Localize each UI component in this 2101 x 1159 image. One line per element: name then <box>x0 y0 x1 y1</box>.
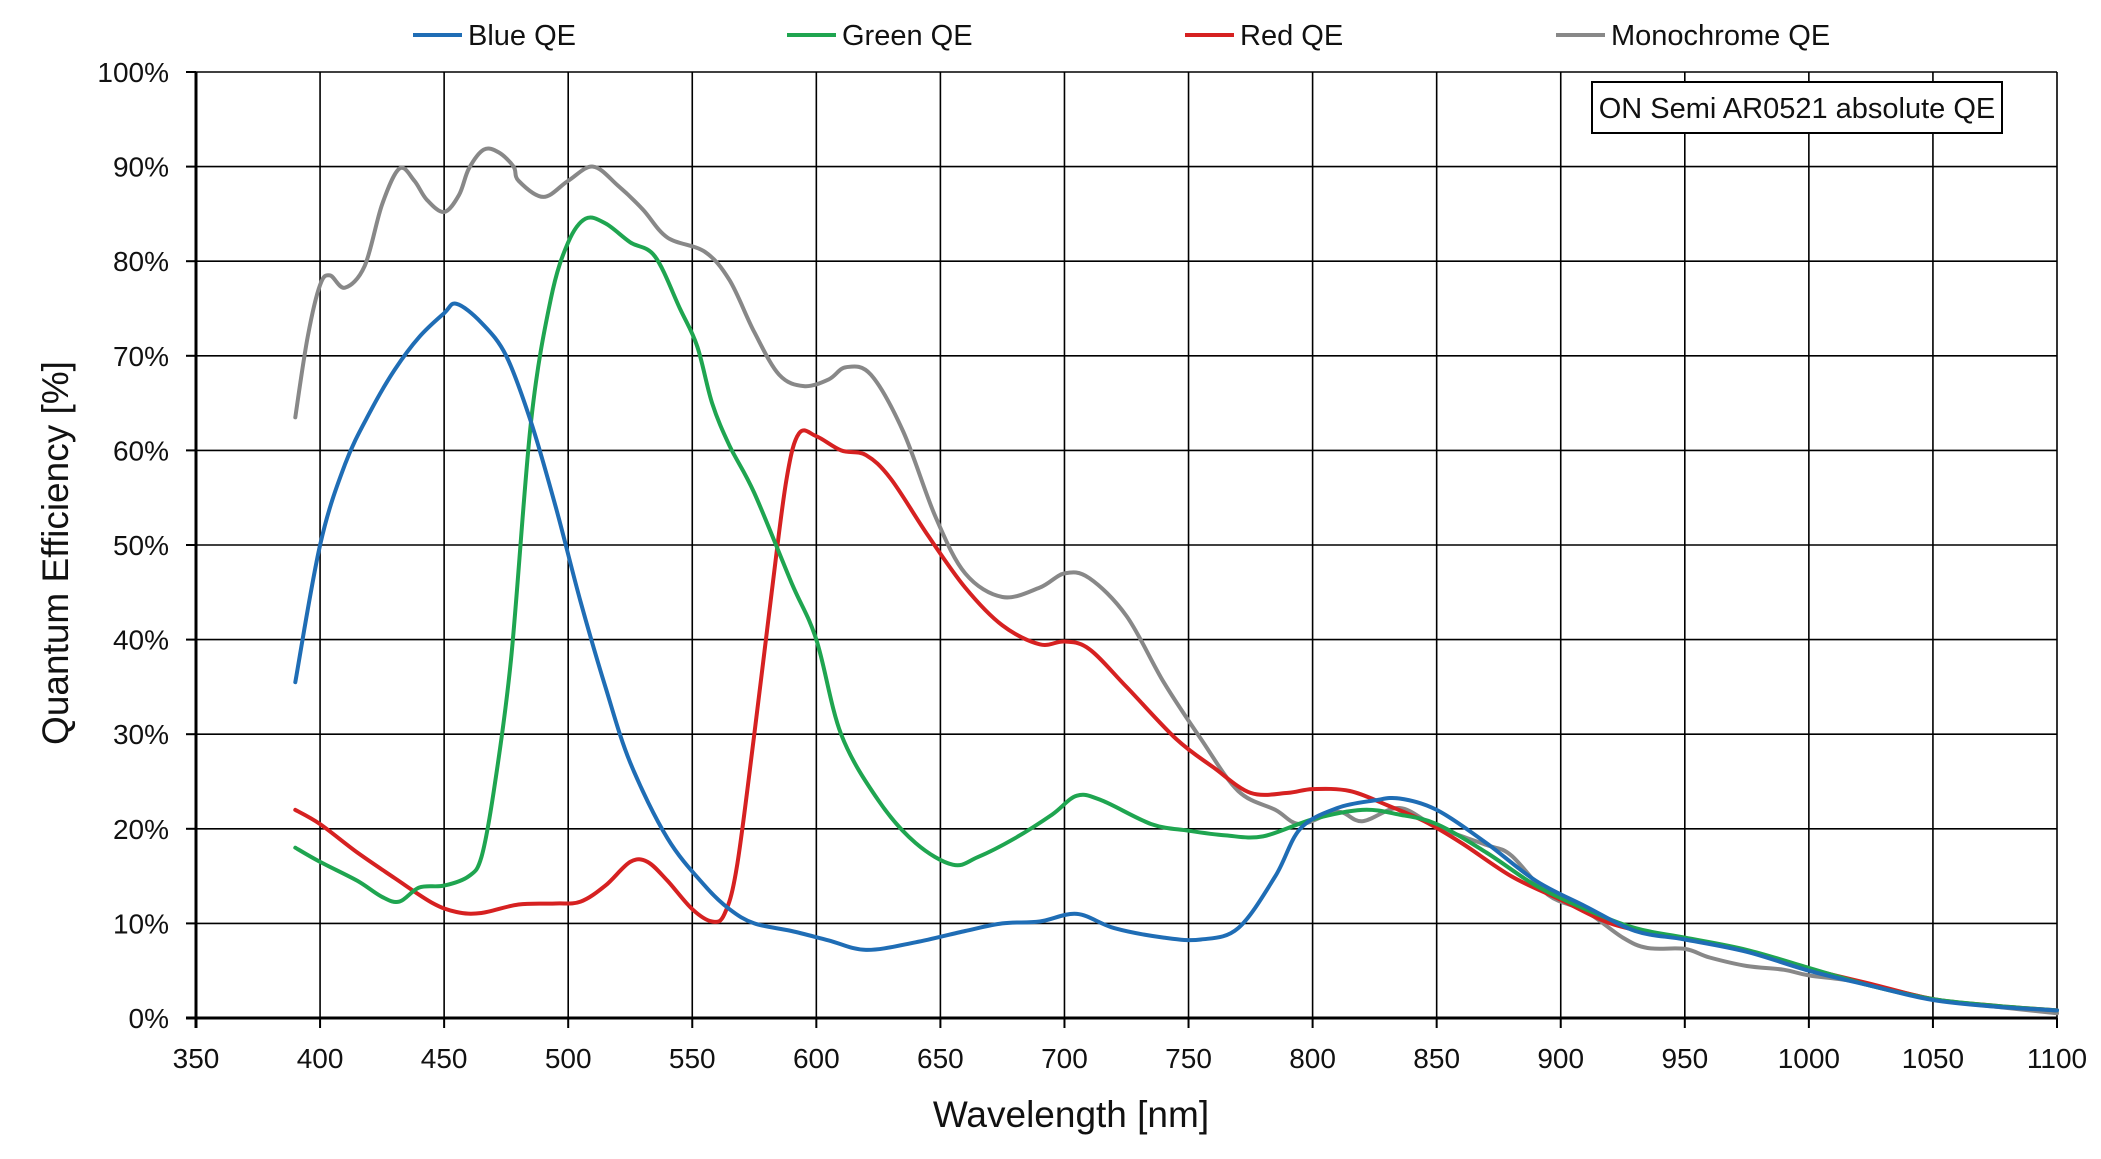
x-tick-label: 400 <box>297 1043 344 1074</box>
x-tick-label: 500 <box>545 1043 592 1074</box>
legend-label-red-qe: Red QE <box>1240 20 1343 52</box>
legend: Blue QE Green QE Red QE Monochrome QE <box>413 20 1830 52</box>
annotation-frame <box>1591 81 2003 134</box>
y-tick-label: 60% <box>113 435 169 466</box>
x-tick-label: 750 <box>1165 1043 1212 1074</box>
y-tick-label: 70% <box>113 341 169 372</box>
y-tick-label: 10% <box>113 908 169 939</box>
grid <box>195 71 2058 1019</box>
legend-label-blue-qe: Blue QE <box>468 20 576 52</box>
x-tick-label: 450 <box>421 1043 468 1074</box>
y-tick-label: 20% <box>113 814 169 845</box>
x-tick-label: 850 <box>1413 1043 1460 1074</box>
legend-label-green-qe: Green QE <box>842 20 973 52</box>
x-tick-label: 1050 <box>1902 1043 1964 1074</box>
x-tick-label: 650 <box>917 1043 964 1074</box>
x-tick-label: 350 <box>173 1043 220 1074</box>
annotation-label: ON Semi AR0521 absolute QE <box>1599 93 1996 125</box>
x-tick-label: 900 <box>1537 1043 1584 1074</box>
y-axis-title: Quantum Efficiency [%] <box>35 361 76 745</box>
series-line-monochrome-qe <box>293 146 2059 1016</box>
axes: 350 400 450 500 550 600 650 700 750 800 850 900 950 1… <box>97 57 2087 1074</box>
legend-label-monochrome-qe: Monochrome QE <box>1611 20 1830 52</box>
x-tick-label: 1100 <box>2027 1043 2087 1074</box>
x-tick-label: 550 <box>669 1043 716 1074</box>
x-tick-label: 950 <box>1661 1043 1708 1074</box>
series-line-blue-qe <box>293 301 2059 1013</box>
series-lines <box>293 146 2059 1016</box>
y-tick-label: 50% <box>113 530 169 561</box>
series-line-green-qe <box>293 215 2059 1013</box>
y-tick-label: 40% <box>113 625 169 656</box>
annotation-box: ON Semi AR0521 absolute QE <box>1591 81 2003 134</box>
y-tick-label: 30% <box>113 719 169 750</box>
x-tick-label: 700 <box>1041 1043 1088 1074</box>
y-tick-label: 0% <box>129 1003 169 1034</box>
x-tick-label: 600 <box>793 1043 840 1074</box>
x-axis-title: Wavelength [nm] <box>933 1094 1209 1135</box>
x-tick-label: 800 <box>1289 1043 1336 1074</box>
y-tick-label: 100% <box>97 57 169 88</box>
y-tick-label: 80% <box>113 246 169 277</box>
x-tick-label: 1000 <box>1778 1043 1840 1074</box>
y-tick-label: 90% <box>113 152 169 183</box>
